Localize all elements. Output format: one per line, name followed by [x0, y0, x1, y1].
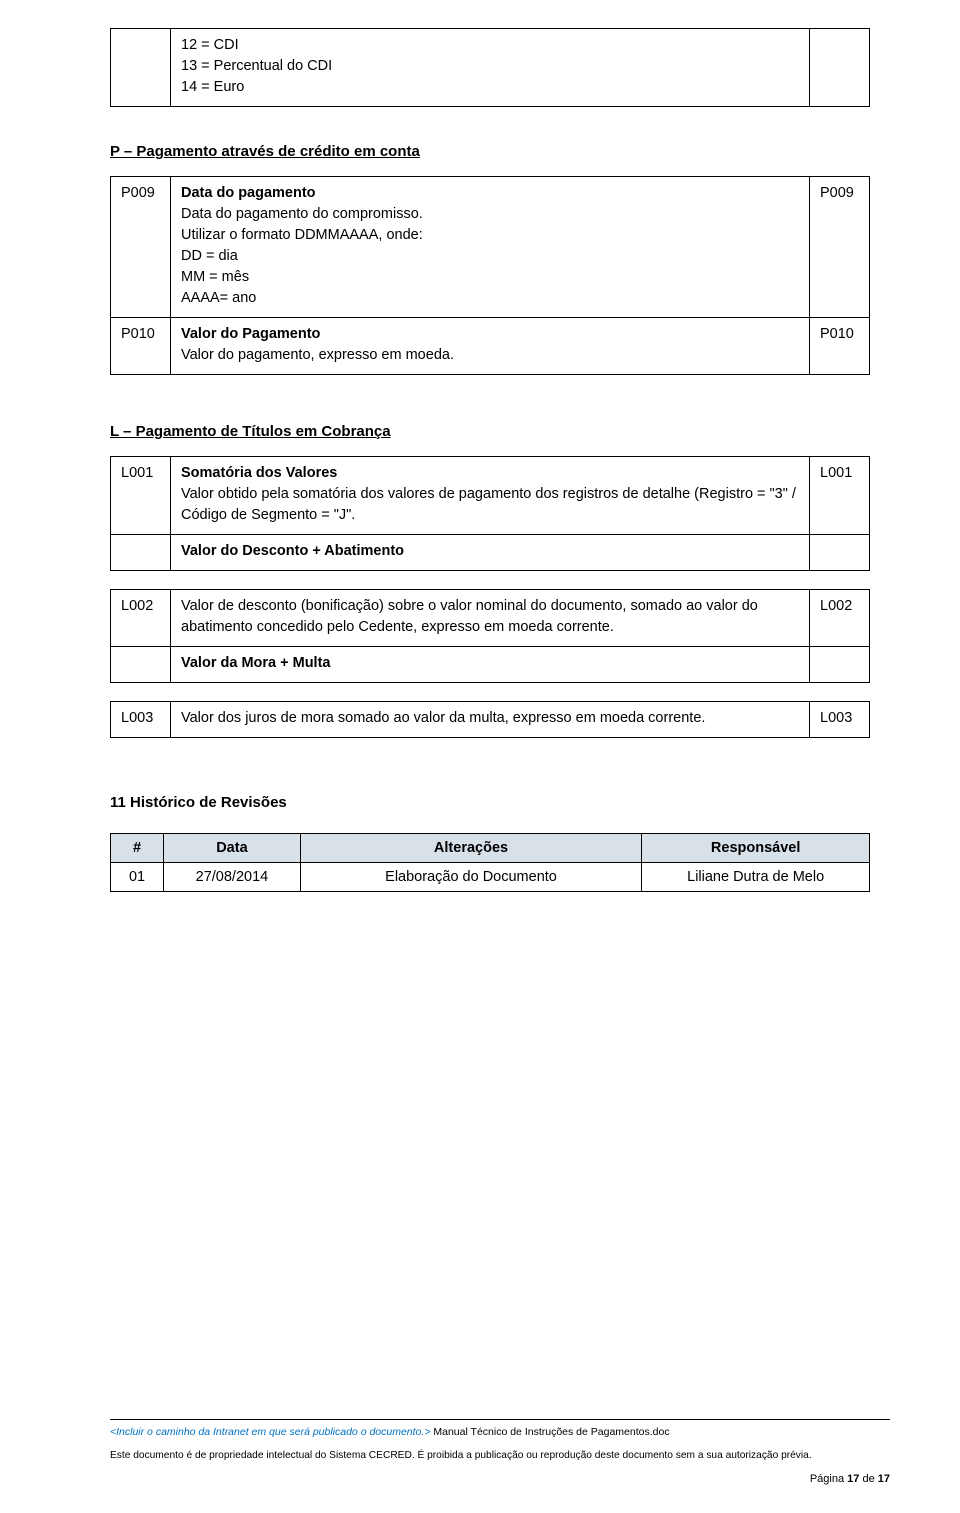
- footer-page-current: 17: [847, 1473, 859, 1485]
- p010-line: Valor do pagamento, expresso em moeda.: [181, 345, 799, 366]
- top-box-leftcell: [111, 29, 171, 107]
- l002-line: Valor de desconto (bonificação) sobre o …: [181, 596, 799, 638]
- p009-line: Utilizar o formato DDMMAAAA, onde:: [181, 225, 799, 246]
- p010-title: Valor do Pagamento: [181, 324, 799, 345]
- p009-line: MM = mês: [181, 267, 799, 288]
- p010-content: Valor do Pagamento Valor do pagamento, e…: [171, 318, 810, 375]
- rev-cell: Elaboração do Documento: [300, 863, 642, 892]
- top-box-table: 12 = CDI 13 = Percentual do CDI 14 = Eur…: [110, 28, 870, 107]
- footer-line2: Este documento é de propriedade intelect…: [110, 1450, 890, 1461]
- l001-trailing-content: Valor do Desconto + Abatimento: [171, 535, 810, 571]
- rev-cell: 01: [111, 863, 164, 892]
- l001-trailing-rightcell: [810, 535, 870, 571]
- l003-line: Valor dos juros de mora somado ao valor …: [181, 708, 799, 729]
- p009-left-code: P009: [111, 177, 171, 318]
- l002-trailing-title: Valor da Mora + Multa: [181, 653, 799, 674]
- l001-trailing-title: Valor do Desconto + Abatimento: [181, 541, 799, 562]
- l002-trailing-rightcell: [810, 647, 870, 683]
- top-box-rightcell: [810, 29, 870, 107]
- footer: <Incluir o caminho da Intranet em que se…: [110, 1419, 890, 1485]
- p009-right-code: P009: [810, 177, 870, 318]
- p009-content: Data do pagamento Data do pagamento do c…: [171, 177, 810, 318]
- l002-right-code: L002: [810, 590, 870, 647]
- p009-line: DD = dia: [181, 246, 799, 267]
- section-l-table-2: L002 Valor de desconto (bonificação) sob…: [110, 589, 870, 683]
- l003-right-code: L003: [810, 702, 870, 738]
- p010-left-code: P010: [111, 318, 171, 375]
- rev-col-header: Data: [164, 834, 301, 863]
- l001-title: Somatória dos Valores: [181, 463, 799, 484]
- p009-line: Data do pagamento do compromisso.: [181, 204, 799, 225]
- rev-cell: 27/08/2014: [164, 863, 301, 892]
- l003-content: Valor dos juros de mora somado ao valor …: [171, 702, 810, 738]
- l002-content: Valor de desconto (bonificação) sobre o …: [171, 590, 810, 647]
- footer-page-label: Página: [810, 1473, 847, 1485]
- top-box-content: 12 = CDI 13 = Percentual do CDI 14 = Eur…: [171, 29, 810, 107]
- rev-cell: Liliane Dutra de Melo: [642, 863, 870, 892]
- revisions-heading: 11 Histórico de Revisões: [110, 794, 870, 811]
- footer-blue-text: <Incluir o caminho da Intranet em que se…: [110, 1426, 430, 1438]
- section-l-heading: L – Pagamento de Títulos em Cobrança: [110, 423, 870, 440]
- section-p-heading: P – Pagamento através de crédito em cont…: [110, 143, 870, 160]
- l002-left-code: L002: [111, 590, 171, 647]
- section-l-table-1: L001 Somatória dos Valores Valor obtido …: [110, 456, 870, 571]
- section-p-table: P009 Data do pagamento Data do pagamento…: [110, 176, 870, 375]
- footer-rule: [110, 1419, 890, 1420]
- l001-left-code: L001: [111, 457, 171, 535]
- l001-line: Valor obtido pela somatória dos valores …: [181, 484, 799, 526]
- p009-title: Data do pagamento: [181, 183, 799, 204]
- page: 12 = CDI 13 = Percentual do CDI 14 = Eur…: [0, 0, 960, 1513]
- section-l-table-3: L003 Valor dos juros de mora somado ao v…: [110, 701, 870, 738]
- top-box-line: 13 = Percentual do CDI: [181, 56, 799, 77]
- footer-after-blue: Manual Técnico de Instruções de Pagament…: [430, 1426, 669, 1438]
- l001-trailing-leftcell: [111, 535, 171, 571]
- footer-pagenum: Página 17 de 17: [110, 1473, 890, 1485]
- revisions-table: # Data Alterações Responsável 01 27/08/2…: [110, 833, 870, 892]
- l002-trailing-content: Valor da Mora + Multa: [171, 647, 810, 683]
- top-box-line: 14 = Euro: [181, 77, 799, 98]
- footer-page-total: 17: [878, 1473, 890, 1485]
- l001-content: Somatória dos Valores Valor obtido pela …: [171, 457, 810, 535]
- p010-right-code: P010: [810, 318, 870, 375]
- l003-left-code: L003: [111, 702, 171, 738]
- top-box-line: 12 = CDI: [181, 35, 799, 56]
- p009-line: AAAA= ano: [181, 288, 799, 309]
- l001-right-code: L001: [810, 457, 870, 535]
- rev-col-header: Responsável: [642, 834, 870, 863]
- rev-col-header: #: [111, 834, 164, 863]
- footer-line1: <Incluir o caminho da Intranet em que se…: [110, 1426, 890, 1438]
- l002-trailing-leftcell: [111, 647, 171, 683]
- footer-page-sep: de: [859, 1473, 877, 1485]
- rev-col-header: Alterações: [300, 834, 642, 863]
